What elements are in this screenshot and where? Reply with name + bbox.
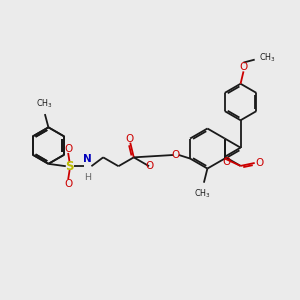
Text: O: O: [125, 134, 134, 143]
Text: H: H: [84, 173, 92, 182]
Text: O: O: [64, 178, 72, 189]
Text: O: O: [256, 158, 264, 168]
Text: CH$_3$: CH$_3$: [259, 51, 276, 64]
Text: O: O: [64, 144, 72, 154]
Text: S: S: [65, 160, 74, 173]
Text: CH$_3$: CH$_3$: [194, 188, 211, 200]
Text: O: O: [145, 161, 154, 172]
Text: O: O: [222, 157, 230, 167]
Text: O: O: [239, 62, 247, 72]
Text: O: O: [172, 150, 180, 160]
Text: CH$_3$: CH$_3$: [37, 98, 53, 110]
Text: N: N: [83, 154, 92, 164]
